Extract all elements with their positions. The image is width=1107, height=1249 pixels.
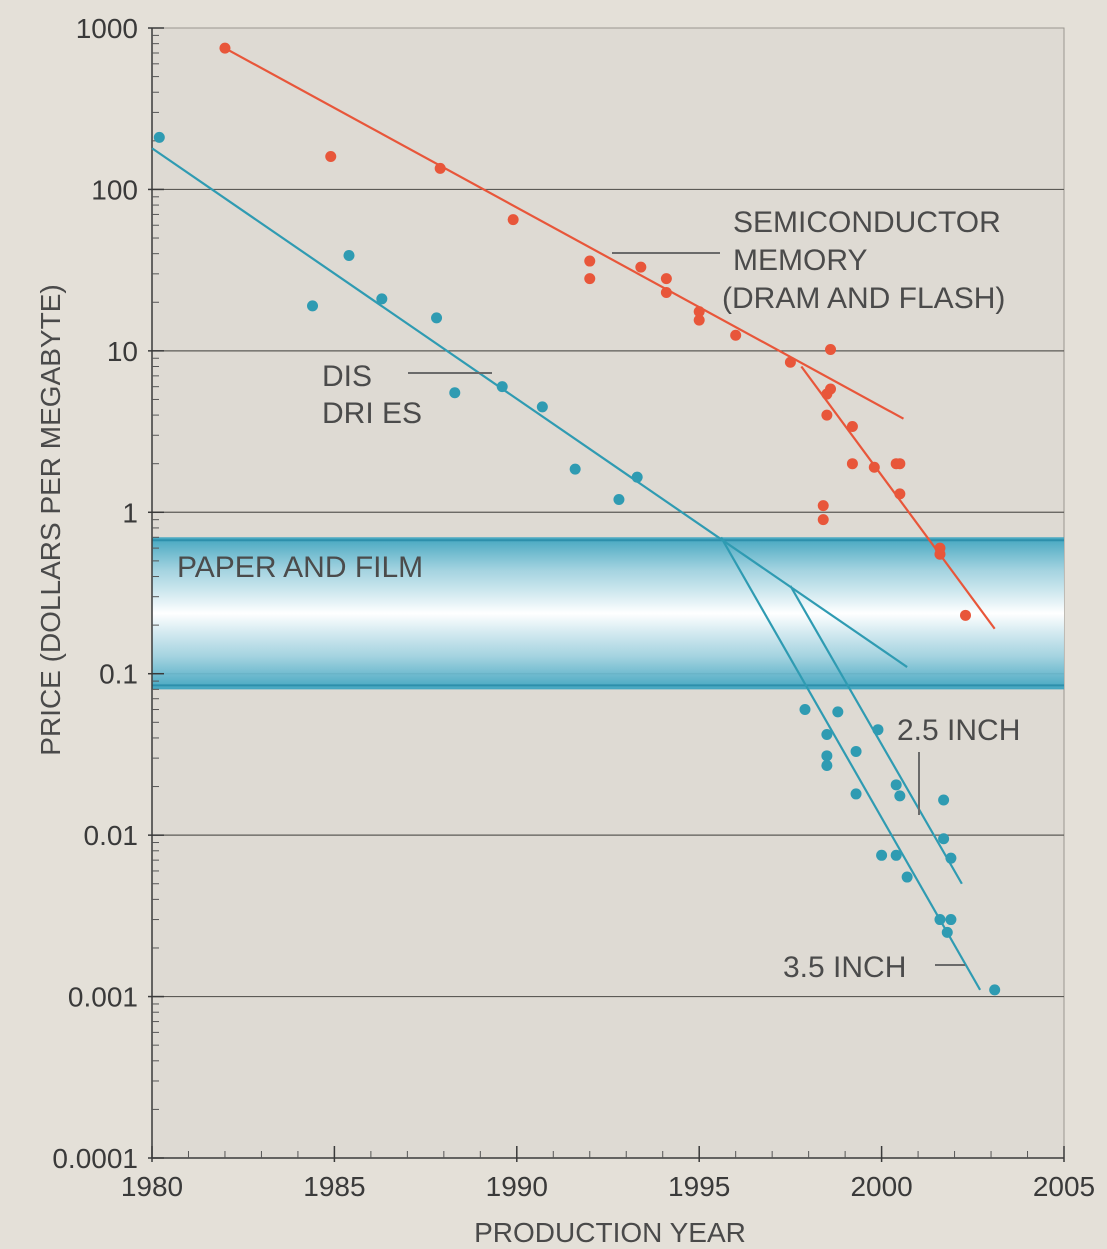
disk-data-point [876, 849, 888, 861]
disk-data-point [799, 704, 811, 716]
disk-data-point [613, 494, 625, 506]
semiconductor-data-point [660, 273, 672, 285]
semiconductor-data-point [325, 150, 337, 162]
x-tick-label: 2000 [850, 1171, 912, 1202]
x-tick-label: 1990 [486, 1171, 548, 1202]
disk-data-point [934, 914, 946, 926]
inch25-label: 2.5 INCH [897, 714, 1020, 747]
disk-trend-line [151, 147, 908, 668]
semiconductor-data-point [821, 388, 833, 400]
semiconductor-label-line-1: SEMICONDUCTOR [733, 206, 1001, 239]
disk-data-point [989, 984, 1001, 996]
semiconductor-data-point [960, 609, 972, 621]
semiconductor-data-point [693, 306, 705, 318]
disk-data-point [821, 750, 833, 762]
paper-film-band [152, 537, 1064, 690]
disk-data-point [449, 387, 461, 399]
semiconductor-data-point [846, 458, 858, 470]
y-axis-title: PRICE (DOLLARS PER MEGABYTE) [35, 284, 66, 755]
disk-data-point [850, 788, 862, 800]
semiconductor-data-point [693, 314, 705, 326]
disk-data-point [890, 779, 902, 791]
y-tick-label: 10 [107, 336, 138, 367]
disk-data-point [307, 300, 319, 312]
paper-film-label: PAPER AND FILM [177, 551, 423, 584]
disk-data-point [872, 724, 884, 736]
y-tick-label: 0.001 [68, 982, 138, 1013]
disk-data-point [890, 849, 902, 861]
y-tick-label: 1000 [76, 13, 138, 44]
semiconductor-data-point [730, 329, 742, 341]
disk-data-point [376, 293, 388, 305]
x-tick-label: 1980 [121, 1171, 183, 1202]
disk-data-point [941, 926, 953, 938]
disk-data-point [821, 760, 833, 772]
disk-data-point [832, 706, 844, 718]
semiconductor-data-point [219, 42, 231, 54]
disk-drives-label-line-2: DRI ES [322, 397, 422, 430]
disk-data-point [938, 833, 950, 845]
semiconductor-data-point [434, 162, 446, 174]
semiconductor-data-point [894, 458, 906, 470]
semiconductor-data-point [825, 343, 837, 355]
disk-data-point [821, 729, 833, 741]
semiconductor-data-point [784, 356, 796, 368]
y-tick-label: 0.0001 [52, 1143, 138, 1174]
semiconductor-data-point [934, 548, 946, 560]
disk-trend-line [720, 536, 982, 991]
semiconductor-data-point [635, 261, 647, 273]
semiconductor-data-point [507, 214, 519, 226]
semiconductor-data-point [660, 286, 672, 298]
disk-data-point [945, 852, 957, 864]
y-tick-label: 0.01 [84, 820, 139, 851]
disk-data-point [901, 871, 913, 883]
semiconductor-data-point [894, 488, 906, 500]
semiconductor-data-point [817, 500, 829, 512]
semiconductor-label-line-2: MEMORY [733, 244, 867, 277]
semiconductor-data-point [584, 255, 596, 267]
disk-data-point [894, 790, 906, 802]
y-tick-label: 100 [91, 174, 138, 205]
disk-data-point [945, 914, 957, 926]
y-tick-label: 0.1 [99, 659, 138, 690]
semiconductor-data-point [821, 409, 833, 421]
x-tick-label: 2005 [1033, 1171, 1095, 1202]
disk-data-point [938, 794, 950, 806]
disk-data-point [536, 401, 548, 413]
semiconductor-data-point [817, 514, 829, 526]
disk-data-point [496, 381, 508, 393]
x-tick-label: 1985 [303, 1171, 365, 1202]
disk-data-point [343, 249, 355, 261]
inch35-label: 3.5 INCH [783, 951, 906, 984]
semiconductor-label-line-3: (DRAM AND FLASH) [722, 282, 1005, 315]
semiconductor-data-point [868, 461, 880, 473]
x-axis-title: PRODUCTION YEAR [474, 1217, 746, 1248]
x-tick-label: 1995 [668, 1171, 730, 1202]
semiconductor-data-point [584, 273, 596, 285]
disk-data-point [569, 463, 581, 475]
semiconductor-data-point [846, 420, 858, 432]
disk-data-point [153, 131, 165, 143]
y-tick-label: 1 [122, 497, 138, 528]
disk-data-point [631, 471, 643, 483]
disk-data-point [431, 312, 443, 324]
disk-data-point [850, 745, 862, 757]
disk-drives-label-line-1: DIS [322, 360, 372, 393]
